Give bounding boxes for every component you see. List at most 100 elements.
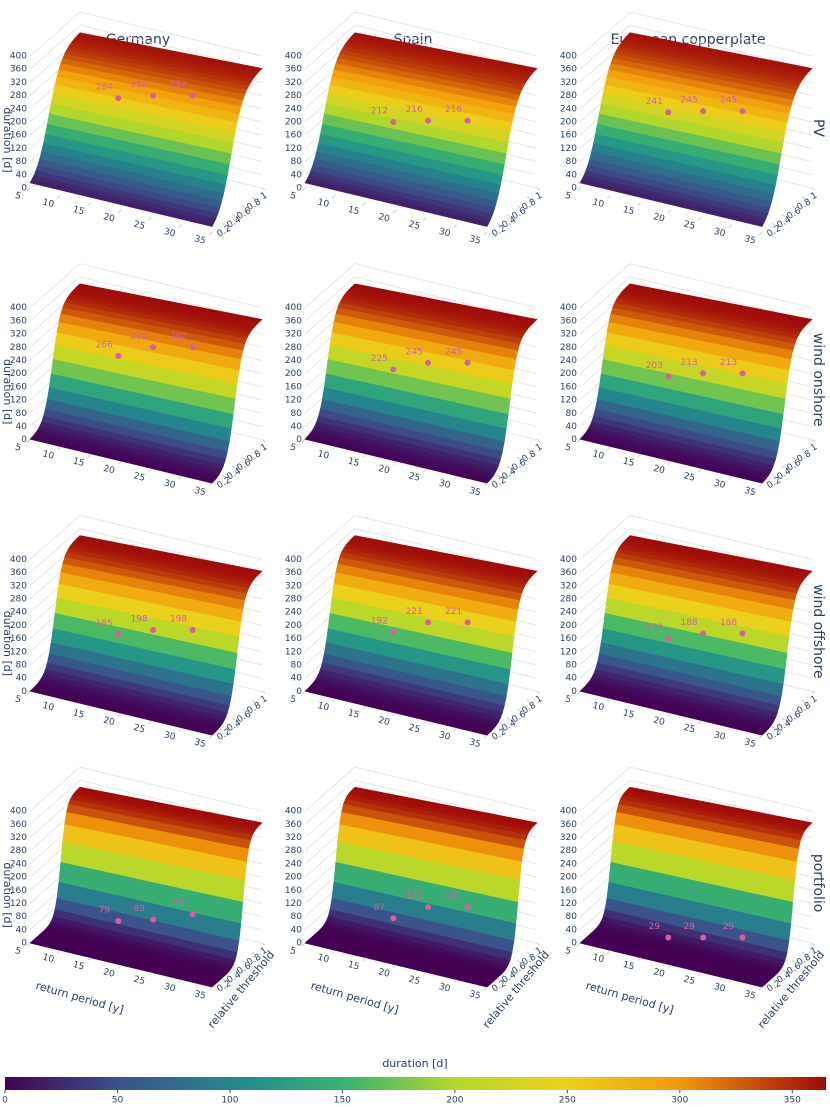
x-tick-label: 10 <box>591 449 605 462</box>
z-tick-label: 200 <box>560 369 577 379</box>
y-tick-label: 0.8 <box>246 701 264 717</box>
x-tick <box>331 194 336 199</box>
row-title: PV <box>810 119 826 137</box>
z-tick-label: 400 <box>285 555 302 565</box>
x-tick <box>331 698 336 703</box>
x-tick-label: 25 <box>132 220 146 232</box>
x-tick <box>301 187 306 192</box>
x-tick <box>606 446 611 451</box>
x-tick-label: 35 <box>468 486 482 498</box>
point-label: 198 <box>170 615 187 625</box>
x-tick <box>697 468 702 473</box>
z-tick-label: 280 <box>10 595 27 605</box>
y-tick-label: 1 <box>259 694 269 706</box>
point <box>189 627 196 634</box>
x-tick-label: 5 <box>564 946 572 957</box>
x-tick <box>576 942 581 947</box>
panel: 0 40 80 120 160 200 240 280 320 360 400 5 10 15 20 25 30… <box>560 766 827 1031</box>
y-tick <box>231 213 236 217</box>
z-tick-label: 360 <box>10 820 27 830</box>
y-tick <box>231 465 236 469</box>
x-tick-label: 30 <box>163 227 177 240</box>
colorbar-tick-label: 150 <box>334 1096 351 1106</box>
y-tick-label: 1 <box>809 946 819 958</box>
x-tick <box>422 972 427 976</box>
z-tick-label: 280 <box>10 846 27 856</box>
y-tick-label: 0.8 <box>521 449 539 465</box>
x-tick-label: 15 <box>622 205 636 217</box>
x-tick <box>178 727 183 732</box>
x-tick-label: 15 <box>72 457 86 469</box>
grid-line <box>579 779 813 825</box>
z-tick-label: 240 <box>285 608 302 618</box>
point-label: 225 <box>371 354 388 364</box>
z-axis-title: duration [d] <box>1 611 14 676</box>
x-tick <box>697 720 702 725</box>
z-tick-label: 160 <box>285 382 302 392</box>
z-tick-label: 280 <box>285 91 302 101</box>
x-tick <box>483 231 488 236</box>
x-axis-title: return period [y] <box>309 979 400 1017</box>
x-tick-label: 35 <box>743 738 757 750</box>
y-tick-label: 1 <box>534 442 544 454</box>
row-title: portfolio <box>810 854 826 913</box>
surface-strip <box>304 689 490 736</box>
grid-line <box>29 779 263 825</box>
z-tick-label: 320 <box>560 833 577 843</box>
y-tick <box>771 222 776 226</box>
x-tick <box>422 216 427 221</box>
z-tick-label: 240 <box>560 608 577 618</box>
z-tick-label: 200 <box>285 621 302 631</box>
y-tick <box>536 690 541 694</box>
y-tick <box>791 708 796 712</box>
y-tick <box>506 213 511 217</box>
x-tick <box>758 735 763 739</box>
z-tick-label: 360 <box>285 820 302 830</box>
point <box>115 352 122 359</box>
y-tick <box>801 699 806 703</box>
point <box>665 934 672 941</box>
x-tick-label: 30 <box>163 730 177 743</box>
z-tick-label: 80 <box>291 157 303 167</box>
x-tick <box>637 202 642 207</box>
z-tick-label: 80 <box>566 157 578 167</box>
y-tick-label: 0.8 <box>796 449 814 465</box>
x-tick-label: 30 <box>438 982 452 995</box>
surface-strip <box>579 941 765 988</box>
grid-line <box>304 11 538 57</box>
z-tick-label: 120 <box>285 396 302 406</box>
z-tick-label: 0 <box>296 939 302 949</box>
x-tick <box>26 439 31 444</box>
x-tick <box>26 942 31 947</box>
grid-line <box>304 779 538 825</box>
z-tick-label: 320 <box>10 330 27 340</box>
z-tick-label: 160 <box>285 634 302 644</box>
x-tick <box>362 705 367 710</box>
x-tick <box>331 446 336 451</box>
y-tick <box>791 960 796 964</box>
surface-strip <box>29 179 215 227</box>
z-tick-label: 120 <box>285 144 302 154</box>
x-tick <box>362 202 367 207</box>
z-axis-title: duration [d] <box>1 107 14 172</box>
x-tick-label: 20 <box>652 212 666 225</box>
z-tick-label: 280 <box>285 343 302 353</box>
point-label: 188 <box>720 618 737 628</box>
z-tick-label: 80 <box>16 409 28 419</box>
x-tick-label: 35 <box>193 989 207 1001</box>
point-label: 221 <box>406 607 423 617</box>
z-tick-label: 120 <box>10 647 27 657</box>
x-tick-label: 20 <box>102 967 116 980</box>
grid-line <box>304 24 538 70</box>
point <box>425 904 432 911</box>
x-tick-label: 35 <box>468 234 482 246</box>
point-label: 87 <box>374 903 385 913</box>
z-tick-label: 360 <box>560 820 577 830</box>
grid-line <box>579 263 813 309</box>
z-tick-label: 360 <box>10 316 27 326</box>
z-tick-label: 320 <box>10 78 27 88</box>
z-tick-label: 400 <box>285 807 302 817</box>
z-tick-label: 40 <box>16 925 28 935</box>
x-tick <box>667 461 672 466</box>
x-tick-label: 25 <box>682 471 696 483</box>
